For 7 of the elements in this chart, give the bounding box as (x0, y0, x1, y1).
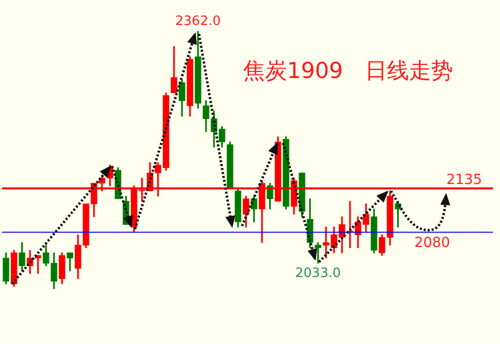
candlestick (322, 226, 330, 258)
annotation: 2033.0 (295, 266, 341, 282)
annotation: 2362.0 (175, 14, 221, 29)
text: 焦炭1909 日线走势 (243, 58, 453, 86)
candlestick (34, 255, 42, 274)
annotation: 2135 (446, 172, 482, 188)
annotation: 2080 (414, 234, 450, 251)
